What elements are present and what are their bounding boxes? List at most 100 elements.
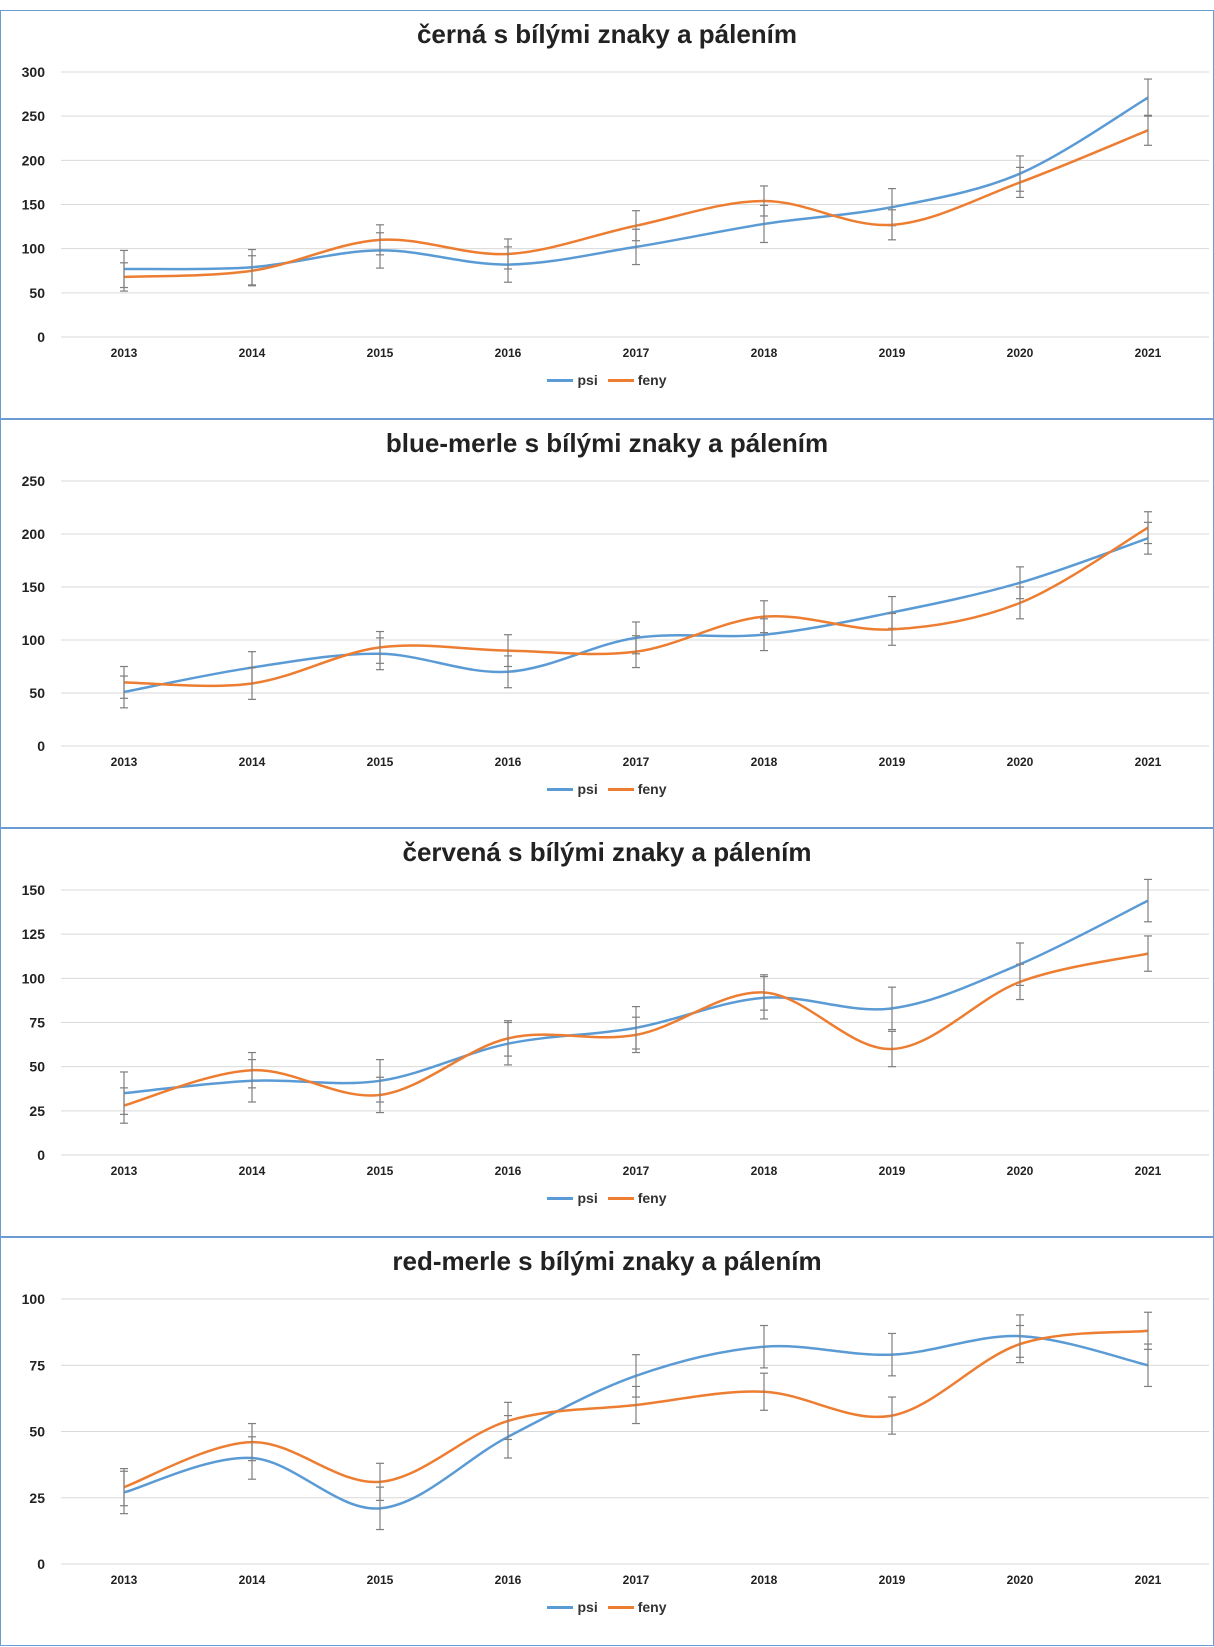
error-bar-feny xyxy=(504,238,512,270)
x-tick-label: 2013 xyxy=(111,1164,138,1178)
legend-swatch-psi xyxy=(547,1196,574,1200)
legend-label-psi: psi xyxy=(577,372,598,388)
legend-swatch-feny xyxy=(607,1196,634,1200)
error-bar-feny xyxy=(376,1076,384,1114)
chart-title: černá s bílými znaky a pálením xyxy=(416,19,798,49)
error-bar-feny xyxy=(504,634,512,668)
chart-panel-blue-merle: 0 50 100 150 200 250 2013 2014 2015 2016 2017 2018 2… xyxy=(0,419,1214,828)
legend-swatch-feny xyxy=(607,1605,634,1609)
x-tick-label: 2021 xyxy=(1135,1164,1162,1178)
error-bar-feny xyxy=(888,1030,896,1068)
legend-swatch-psi xyxy=(547,1605,574,1609)
error-bar-feny xyxy=(248,1422,256,1462)
x-tick-label: 2020 xyxy=(1007,1573,1034,1587)
error-bar-feny xyxy=(248,666,256,700)
error-bar-feny xyxy=(632,1016,640,1054)
chart-title: červená s bílými znaky a pálením xyxy=(402,837,812,867)
error-bar-feny xyxy=(120,1468,128,1507)
x-tick-label: 2013 xyxy=(111,1573,138,1587)
chart-panel-red-merle: 0 25 50 75 100 2013 2014 2015 2016 2017 2018 2019 20… xyxy=(0,1237,1214,1646)
series-line-psi xyxy=(123,537,1149,694)
error-bar-feny xyxy=(1144,114,1152,146)
legend-label-feny: feny xyxy=(637,372,667,388)
y-tick-label: 150 xyxy=(22,882,46,898)
chart-svg-cervena: 0 25 50 75 100 125 150 2013 2014 2015 2016 2017 2018… xyxy=(22,878,1209,1178)
x-tick-label: 2019 xyxy=(879,755,906,769)
x-tick-label: 2015 xyxy=(367,1164,394,1178)
x-tick-label: 2021 xyxy=(1135,755,1162,769)
y-tick-label: 125 xyxy=(22,926,46,942)
x-tick-label: 2015 xyxy=(367,346,394,360)
error-bar-feny xyxy=(376,1462,384,1501)
x-tick-label: 2016 xyxy=(495,755,522,769)
x-tick-label: 2020 xyxy=(1007,346,1034,360)
legend-swatch-feny xyxy=(607,787,634,791)
legend-item-psi: psi xyxy=(547,1190,598,1206)
y-tick-label: 250 xyxy=(22,473,46,489)
x-tick-label: 2021 xyxy=(1135,1573,1162,1587)
x-tick-label: 2021 xyxy=(1135,346,1162,360)
error-bar-feny xyxy=(1144,1311,1152,1350)
y-tick-label: 100 xyxy=(22,241,46,257)
legend-label-psi: psi xyxy=(577,1190,598,1206)
legend-item-feny: feny xyxy=(607,781,667,797)
chart-svg-blue-merle: 0 50 100 150 200 250 2013 2014 2015 2016 2017 2018 2… xyxy=(22,473,1209,769)
x-tick-label: 2014 xyxy=(239,1573,266,1587)
error-bar-feny xyxy=(504,1020,512,1057)
legend-item-psi: psi xyxy=(547,1599,598,1615)
error-bar-psi xyxy=(1144,878,1152,923)
error-bar-feny xyxy=(1016,963,1024,1001)
x-tick-label: 2013 xyxy=(111,755,138,769)
x-tick-label: 2014 xyxy=(239,346,266,360)
y-tick-label: 300 xyxy=(22,64,46,80)
y-tick-label: 50 xyxy=(29,685,45,701)
error-bar-feny xyxy=(632,635,640,669)
y-tick-label: 75 xyxy=(29,1015,45,1031)
y-tick-label: 50 xyxy=(29,1059,45,1075)
y-tick-label: 0 xyxy=(37,329,45,345)
chart-panel-cervena: 0 25 50 75 100 125 150 2013 2014 2015 2016 2017 2018… xyxy=(0,828,1214,1237)
y-tick-label: 25 xyxy=(29,1103,45,1119)
x-tick-label: 2015 xyxy=(367,755,394,769)
legend-swatch-feny xyxy=(607,378,634,382)
legend-item-feny: feny xyxy=(607,1599,667,1615)
error-bar-feny xyxy=(376,224,384,256)
error-bar-feny xyxy=(760,600,768,634)
error-bar-feny xyxy=(1144,511,1152,545)
legend-item-psi: psi xyxy=(547,372,598,388)
x-tick-label: 2016 xyxy=(495,346,522,360)
x-tick-label: 2015 xyxy=(367,1573,394,1587)
x-tick-label: 2017 xyxy=(623,1573,650,1587)
legend-swatch-psi xyxy=(547,787,574,791)
y-tick-label: 150 xyxy=(22,579,46,595)
x-tick-label: 2017 xyxy=(623,755,650,769)
error-bar-feny xyxy=(760,185,768,217)
x-tick-label: 2019 xyxy=(879,1164,906,1178)
error-bar-psi xyxy=(1144,78,1152,117)
chart-title: red-merle s bílými znaky a pálením xyxy=(392,1246,822,1276)
y-tick-label: 0 xyxy=(37,1556,45,1572)
series-line-psi xyxy=(123,899,1149,1095)
error-bar-feny xyxy=(760,1372,768,1411)
error-bar-feny xyxy=(632,1385,640,1425)
x-tick-label: 2014 xyxy=(239,1164,266,1178)
x-tick-label: 2019 xyxy=(879,346,906,360)
x-tick-label: 2013 xyxy=(111,346,138,360)
legend-label-psi: psi xyxy=(577,781,598,797)
legend: psi feny xyxy=(1,1599,1213,1615)
error-bar-feny xyxy=(888,612,896,646)
error-bar-psi xyxy=(888,1332,896,1377)
legend-item-psi: psi xyxy=(547,781,598,797)
legend-swatch-psi xyxy=(547,378,574,382)
legend-item-feny: feny xyxy=(607,1190,667,1206)
y-tick-label: 200 xyxy=(22,152,46,168)
x-tick-label: 2018 xyxy=(751,1573,778,1587)
error-bar-feny xyxy=(632,210,640,242)
error-bar-feny xyxy=(120,1087,128,1124)
y-tick-label: 25 xyxy=(29,1490,45,1506)
y-tick-label: 50 xyxy=(29,1424,45,1440)
error-bar-feny xyxy=(1144,935,1152,972)
y-tick-label: 0 xyxy=(37,1147,45,1163)
error-bar-feny xyxy=(120,262,128,292)
y-tick-label: 150 xyxy=(22,197,46,213)
